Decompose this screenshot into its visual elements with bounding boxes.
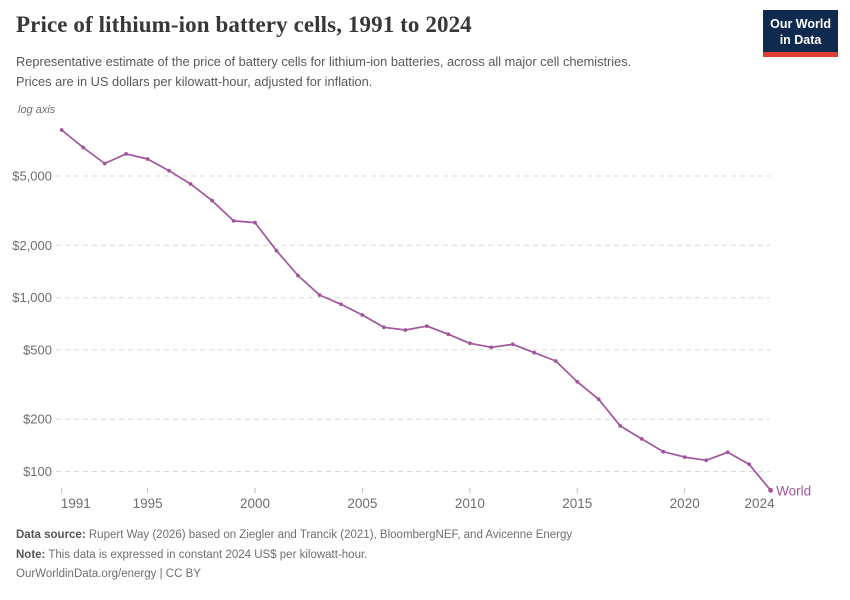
data-point: [446, 332, 451, 337]
data-source-text: Rupert Way (2026) based on Ziegler and T…: [85, 529, 573, 541]
data-point: [725, 450, 730, 455]
x-axis-label: 2024: [745, 496, 776, 511]
owid-logo-line-1: Our World: [770, 17, 831, 31]
footer: Data source: Rupert Way (2026) based on …: [16, 526, 816, 585]
log-axis-label: log axis: [18, 104, 56, 116]
data-source-label: Data source:: [16, 529, 86, 541]
note-line: Note: This data is expressed in constant…: [16, 546, 816, 566]
note-text: This data is expressed in constant 2024 …: [45, 548, 368, 561]
data-point: [167, 168, 172, 173]
citation-line: OurWorldinData.org/energy | CC BY: [16, 568, 201, 580]
data-point: [425, 324, 429, 328]
owid-logo: Our World in Data: [763, 10, 838, 57]
data-point: [81, 145, 86, 150]
data-point: [596, 397, 601, 402]
note-label: Note:: [16, 548, 46, 561]
x-axis-label: 1991: [61, 496, 91, 511]
data-point: [639, 437, 644, 441]
x-axis-label: 2020: [670, 496, 700, 511]
world-line: [60, 129, 772, 492]
data-source-line: Data source: Rupert Way (2026) based on …: [16, 526, 816, 546]
chart-canvas: log axis $100 $200 $500 $1,000 $2,000 $5,000 19…: [12, 104, 811, 511]
data-point: [188, 182, 193, 186]
data-point: [747, 462, 751, 467]
subtitle-line-2: Prices are in US dollars per kilowatt-ho…: [16, 73, 373, 89]
data-point: [210, 198, 215, 203]
data-point: [253, 220, 257, 225]
data-point: [339, 302, 343, 307]
chart-subtitle: Representative estimate of the price of …: [16, 52, 761, 91]
x-axis-label: 1995: [133, 496, 163, 511]
data-point: [553, 359, 558, 363]
y-axis-label: $1,000: [12, 290, 52, 305]
series-end-label: World: [776, 483, 811, 498]
subtitle-line-1: Representative estimate of the price of …: [16, 54, 632, 69]
x-axis-label: 2000: [240, 496, 270, 511]
data-point: [403, 328, 408, 332]
data-point: [768, 487, 773, 493]
data-point: [510, 342, 515, 347]
owid-logo-line-2: in Data: [779, 33, 822, 47]
y-axis-label: $100: [23, 464, 52, 479]
data-point: [317, 293, 322, 297]
x-axis-label: 2005: [347, 496, 377, 511]
data-point: [274, 248, 279, 253]
data-point: [102, 161, 107, 166]
data-point: [231, 219, 236, 223]
data-point: [704, 458, 709, 463]
data-point: [682, 455, 687, 459]
data-point: [124, 152, 128, 156]
data-point: [59, 128, 64, 132]
x-axis-label: 2010: [455, 496, 485, 511]
data-point: [532, 350, 537, 355]
y-axis-label: $500: [23, 342, 52, 357]
x-axis-label: 2015: [562, 496, 592, 511]
data-point: [296, 273, 300, 278]
data-point: [145, 157, 150, 161]
y-axis-label: $200: [23, 412, 52, 427]
data-point: [382, 325, 386, 330]
data-point: [661, 449, 666, 454]
y-axis-label: $2,000: [12, 238, 52, 253]
data-point: [360, 313, 365, 317]
data-point: [489, 345, 494, 350]
data-point: [468, 341, 472, 346]
data-point: [575, 379, 580, 384]
y-axis-label: $5,000: [12, 169, 52, 184]
data-point: [618, 424, 623, 428]
page-title: Price of lithium-ion battery cells, 1991…: [16, 12, 472, 37]
